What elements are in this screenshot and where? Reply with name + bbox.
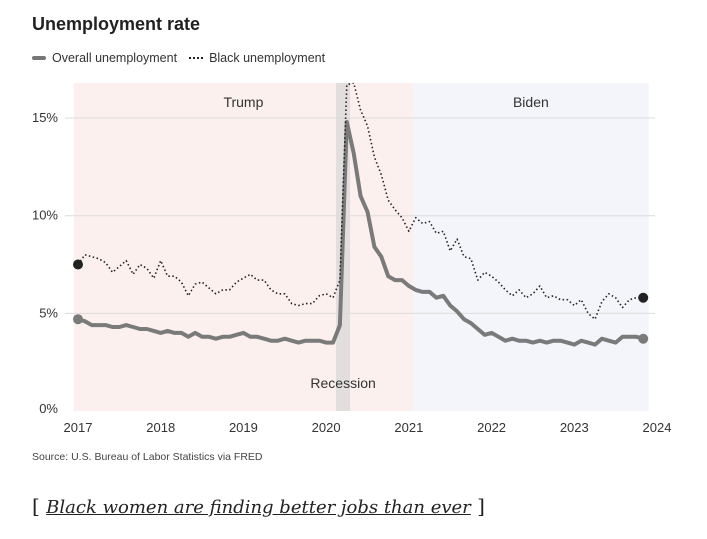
legend-swatch-black: [189, 57, 204, 59]
x-tick-label: 2023: [560, 420, 589, 435]
y-tick-label: 5%: [39, 305, 58, 320]
x-tick-label: 2019: [229, 420, 258, 435]
x-tick-label: 2022: [477, 420, 506, 435]
legend-swatch-overall: [32, 56, 46, 60]
related-article-link[interactable]: Black women are finding better jobs than…: [46, 497, 471, 518]
y-tick-label: 10%: [32, 208, 58, 223]
chart-title: Unemployment rate: [32, 14, 201, 34]
bracket-close: ]: [477, 494, 485, 518]
legend: Overall unemployment Black unemployment: [32, 51, 325, 65]
series-line-black: [77, 82, 644, 320]
end-point-black: [638, 292, 649, 303]
start-point-overall: [73, 314, 83, 325]
related-link-container: [ Black women are finding better jobs th…: [32, 494, 485, 518]
series-line-overall: [77, 120, 644, 347]
x-tick-label: 2021: [394, 420, 423, 435]
x-tick-label: 2024: [643, 420, 672, 435]
chart: Trump Recession Biden 0% 5% 10% 15% 2017 2018 201…: [32, 82, 672, 435]
end-point-overall: [638, 333, 649, 344]
legend-label-black: Black unemployment: [209, 51, 326, 65]
x-tick-label: 2017: [64, 420, 93, 435]
y-tick-label: 0%: [39, 401, 58, 416]
period-label-biden: Biden: [513, 94, 549, 110]
y-tick-label: 15%: [32, 110, 58, 125]
legend-label-overall: Overall unemployment: [52, 51, 178, 65]
period-label-trump: Trump: [223, 94, 263, 110]
start-point-black: [73, 259, 83, 270]
period-band-biden: [412, 82, 649, 411]
bracket-open: [: [32, 494, 40, 518]
source-note: Source: U.S. Bureau of Labor Statistics …: [32, 451, 263, 463]
period-label-recession: Recession: [310, 375, 375, 391]
period-band-trump: [73, 82, 413, 411]
x-tick-label: 2018: [146, 420, 175, 435]
x-tick-label: 2020: [312, 420, 341, 435]
